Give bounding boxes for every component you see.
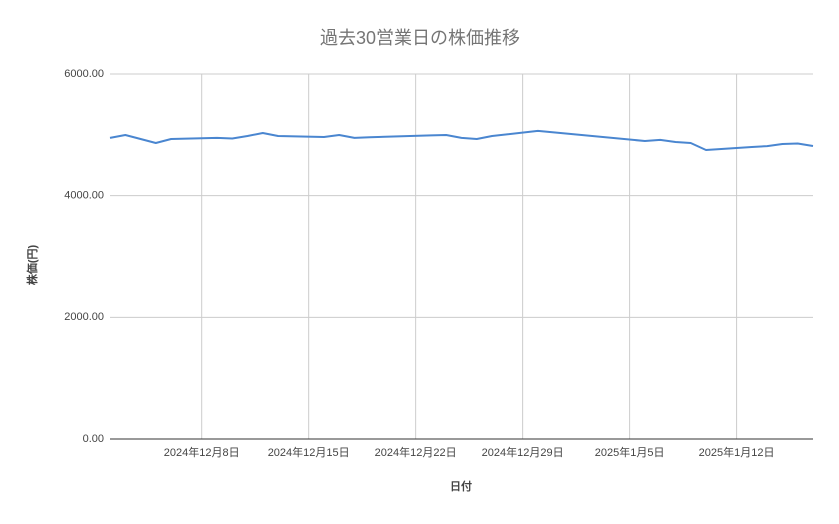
y-tick-label: 4000.00 bbox=[64, 190, 104, 202]
x-tick-label: 2025年1月5日 bbox=[595, 445, 665, 459]
y-tick-label: 2000.00 bbox=[64, 311, 104, 323]
x-tick-label: 2024年12月15日 bbox=[268, 445, 350, 459]
chart-title: 過去30営業日の株価推移 bbox=[320, 28, 520, 48]
line-series bbox=[109, 129, 814, 151]
x-tick-label: 2024年12月29日 bbox=[482, 445, 564, 459]
y-tick-label: 0.00 bbox=[83, 433, 104, 445]
x-axis-label: 日付 bbox=[450, 479, 472, 493]
y-tick-label: 6000.00 bbox=[64, 68, 104, 80]
x-tick-label: 2024年12月8日 bbox=[164, 445, 240, 459]
x-tick-label: 2025年1月12日 bbox=[699, 445, 775, 459]
x-tick-label: 2024年12月22日 bbox=[375, 445, 457, 459]
y-axis-label: 株価(円) bbox=[25, 245, 39, 286]
